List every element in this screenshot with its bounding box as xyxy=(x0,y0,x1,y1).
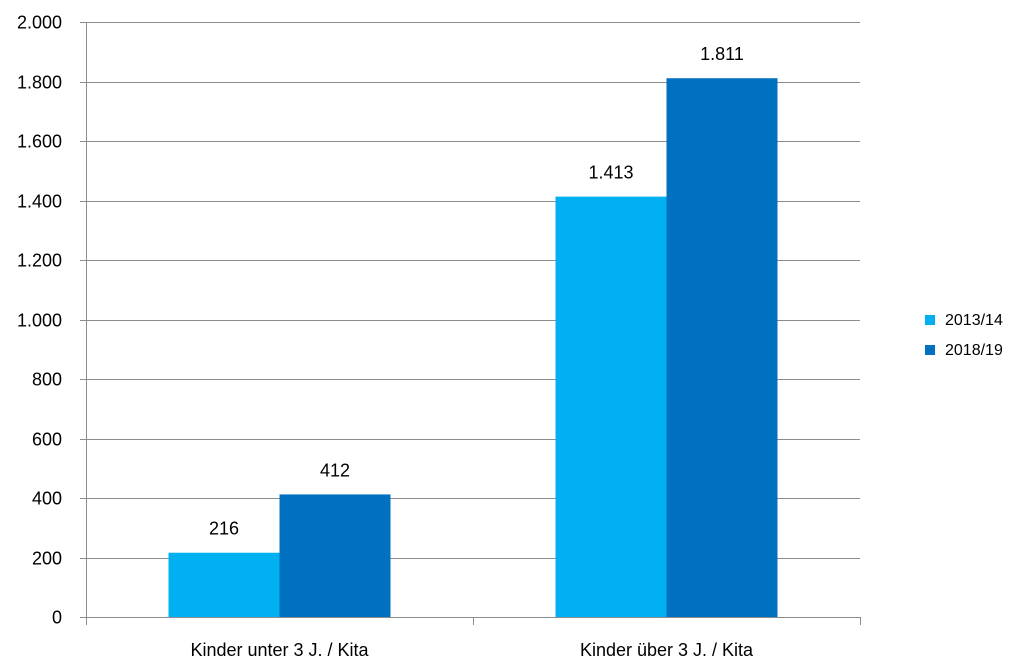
legend-swatch xyxy=(925,315,935,325)
legend-label: 2018/19 xyxy=(945,342,1003,359)
y-tick-label: 800 xyxy=(32,370,62,390)
x-tick-label: Kinder über 3 J. / Kita xyxy=(580,640,754,660)
data-label: 216 xyxy=(209,519,239,539)
axes xyxy=(80,22,861,625)
data-label: 412 xyxy=(320,460,350,480)
bar-2013-14-1 xyxy=(168,552,280,617)
labels: 0 200 400 600 800 1.000 1.200 1.400 1.600 1.800 2.… xyxy=(17,13,754,661)
bar-2018-19-2 xyxy=(666,78,778,618)
y-tick-label: 1.000 xyxy=(17,311,62,331)
legend-label: 2013/14 xyxy=(945,312,1003,329)
y-tick-label: 1.600 xyxy=(17,132,62,152)
y-tick-label: 600 xyxy=(32,430,62,450)
bar-2018-19-1 xyxy=(279,494,391,617)
data-label: 1.811 xyxy=(700,44,744,64)
x-tick-label: Kinder unter 3 J. / Kita xyxy=(190,640,369,660)
data-label: 1.413 xyxy=(588,163,633,183)
y-tick-label: 400 xyxy=(32,489,62,509)
legend-swatch xyxy=(925,345,935,355)
legend: 2013/14 2018/19 xyxy=(925,312,1003,359)
y-tick-label: 1.200 xyxy=(17,251,62,271)
y-tick-label: 0 xyxy=(52,608,62,628)
y-tick-label: 1.400 xyxy=(17,192,62,212)
bars xyxy=(168,78,778,618)
bar-2013-14-2 xyxy=(555,196,667,617)
y-tick-label: 200 xyxy=(32,549,62,569)
y-tick-label: 2.000 xyxy=(17,13,62,33)
y-tick-label: 1.800 xyxy=(17,73,62,93)
gridlines xyxy=(80,22,860,559)
